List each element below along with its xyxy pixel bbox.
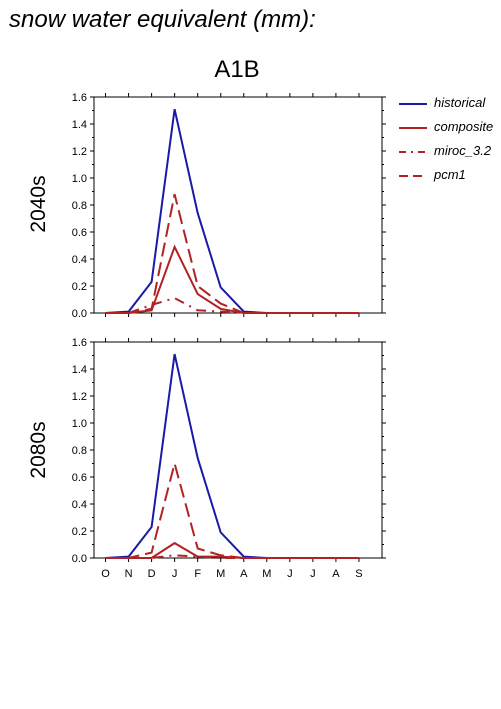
series-line-pcm1-2040s (105, 193, 359, 314)
y-tick-label: 1.6 (72, 337, 87, 349)
plot-frame (93, 341, 383, 559)
legend-label-pcm1: pcm1 (434, 167, 466, 182)
x-tick-label-9: J (310, 568, 316, 580)
x-tick-label-7: M (262, 568, 271, 580)
legend-swatch-composite (399, 127, 427, 129)
x-tick-label-8: J (287, 568, 293, 580)
y-tick-label: 1.4 (72, 364, 87, 376)
series-line-composite-2040s (105, 244, 359, 314)
y-tick-label: 0.4 (72, 254, 87, 266)
y-tick-label: 1.2 (72, 146, 87, 158)
x-tick-label-4: F (194, 568, 201, 580)
x-tick-label-10: A (332, 568, 340, 580)
y-tick-label: 0.8 (72, 445, 87, 457)
y-tick-label: 0.6 (72, 472, 87, 484)
x-tick-label-11: S (355, 568, 362, 580)
series-line-pcm1-2080s (105, 459, 359, 559)
y-tick-label: 0.2 (72, 526, 87, 538)
y-tick-label: 1.6 (72, 92, 87, 104)
y-tick-label: 0.0 (72, 553, 87, 565)
legend-label-miroc: miroc_3.2 (434, 143, 492, 158)
y-tick-label: 0.4 (72, 499, 87, 511)
series-line-historical-2080s (105, 353, 359, 559)
x-tick-label-6: A (240, 568, 248, 580)
y-tick-label: 0.0 (72, 308, 87, 320)
y-tick-label: 0.2 (72, 281, 87, 293)
legend-label-composite: composite (434, 119, 494, 134)
scenario-title: A1B (214, 56, 260, 83)
legend-swatch-pcm1 (399, 175, 427, 177)
x-tick-label-5: M (216, 568, 225, 580)
y-tick-label: 1.2 (72, 391, 87, 403)
x-tick-label-0: O (101, 568, 110, 580)
y-tick-label: 0.8 (72, 200, 87, 212)
plot-frame (93, 96, 383, 314)
y-tick-label: 1.0 (72, 418, 87, 430)
legend-label-historical: historical (434, 95, 486, 110)
y-tick-label: 0.6 (72, 227, 87, 239)
x-tick-label-1: N (125, 568, 133, 580)
chart-panel-2080s: 0.0 0.2 0.4 0.6 0.8 1.0 1.2 1.4 1.6 O N D J F M A M J J A S (72, 337, 386, 580)
x-tick-label-2: D (148, 568, 156, 580)
page-title: snow water equivalent (mm): (9, 6, 316, 33)
series-line-miroc-3-2-2080s (105, 554, 359, 559)
y-tick-label: 1.4 (72, 119, 87, 131)
chart-panel-2040s: 0.0 0.2 0.4 0.6 0.8 1.0 1.2 1.4 1.6 (72, 92, 386, 320)
x-tick-label-3: J (172, 568, 178, 580)
y-tick-label: 1.0 (72, 173, 87, 185)
legend-swatch-historical (399, 103, 427, 105)
series-line-historical-2040s (105, 108, 359, 314)
legend-swatch-miroc (399, 151, 427, 153)
